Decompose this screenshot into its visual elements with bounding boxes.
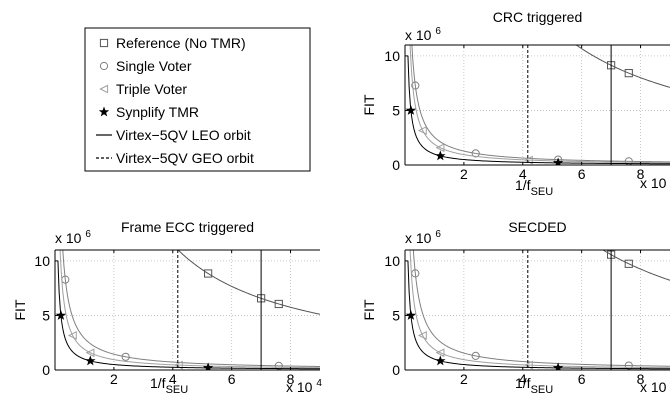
data-point-marker: [471, 351, 480, 361]
data-point-marker: [624, 69, 633, 78]
chart-title: SECDED: [508, 219, 566, 235]
data-point-marker: [624, 361, 633, 370]
data-point-marker: [435, 348, 445, 358]
chart-panel-2: 2 4 6 8 0 5 10 Frame ECC triggered x 10 6 FIT 1/fS…: [12, 219, 322, 396]
legend-entry: Single Voter: [116, 58, 192, 74]
x-tick-label: 8: [637, 371, 645, 387]
y-axis-multiplier: x 10 6: [55, 229, 91, 246]
chart-title: Frame ECC triggered: [121, 219, 254, 235]
legend-entry: Virtex−5QV GEO orbit: [116, 150, 254, 166]
x-axis-label: 1/fSEU: [515, 375, 553, 396]
data-point-marker: [85, 348, 95, 358]
x-tick-label: 6: [578, 371, 586, 387]
data-point-marker: [173, 360, 183, 370]
series-line: [59, 250, 320, 369]
data-point-marker: [274, 361, 283, 370]
x-axis-multiplier: x 10 4: [640, 174, 670, 191]
y-tick-label: 5: [392, 102, 400, 118]
data-point-marker: [471, 149, 480, 158]
x-tick-label: 8: [637, 166, 645, 182]
x-tick-label: 2: [110, 371, 118, 387]
y-axis-label: FIT: [12, 299, 28, 320]
legend: Reference (No TMR) Single Voter Triple Vot…: [84, 27, 311, 172]
legend-entry: Reference (No TMR): [116, 35, 246, 51]
y-axis-label: FIT: [361, 94, 377, 115]
y-tick-label: 5: [42, 307, 50, 323]
x-axis-label: 1/fSEU: [515, 177, 553, 198]
y-tick-label: 5: [392, 307, 400, 323]
y-tick-label: 0: [392, 362, 400, 378]
x-tick-label: 4: [169, 371, 177, 387]
data-point-marker: [411, 81, 420, 90]
x-tick-label: 6: [578, 166, 586, 182]
data-point-marker: [405, 309, 417, 320]
data-point-marker: [435, 143, 445, 153]
data-point-marker: [435, 150, 446, 161]
y-tick-label: 0: [392, 157, 400, 173]
plot-area: [405, 45, 670, 165]
legend-entry: Triple Voter: [116, 81, 187, 97]
data-point-marker: [204, 269, 213, 278]
data-point-marker: [417, 126, 427, 135]
y-tick-label: 10: [34, 253, 50, 269]
legend-marker: [98, 106, 110, 117]
y-tick-label: 10: [384, 48, 400, 64]
legend-box: [84, 27, 311, 172]
series-line: [412, 250, 670, 367]
x-tick-label: 2: [460, 371, 468, 387]
series-line: [407, 260, 670, 370]
plot-area: [55, 250, 320, 370]
data-point-marker: [417, 331, 427, 340]
data-point-marker: [624, 259, 633, 268]
data-point-marker: [523, 360, 533, 370]
x-tick-label: 4: [519, 166, 527, 182]
series-line: [177, 250, 320, 315]
chart-panel-1: 2 4 6 8 0 5 10 CRC triggered x 10 6 FIT 1/fSEU x 10…: [361, 9, 670, 198]
data-point-marker: [85, 355, 96, 366]
x-tick-label: 2: [460, 166, 468, 182]
data-point-marker: [55, 309, 67, 320]
legend-entry: Virtex−5QV LEO orbit: [116, 127, 251, 143]
x-tick-label: 6: [228, 371, 236, 387]
x-tick-label: 4: [519, 371, 527, 387]
y-tick-label: 10: [384, 253, 400, 269]
legend-marker: [99, 84, 109, 94]
data-point-marker: [67, 331, 77, 340]
x-axis-multiplier: x 10 4: [286, 378, 322, 395]
legend-marker: [99, 38, 109, 48]
series-line: [409, 250, 670, 369]
y-axis-label: FIT: [361, 299, 377, 320]
legend-entry: Synplify TMR: [116, 104, 199, 120]
chart-panel-3: 2 4 6 8 0 5 10 SECDED x 10 6 FIT 1/fSEU x 10 4: [361, 219, 670, 396]
y-tick-label: 0: [42, 362, 50, 378]
plot-area: [405, 250, 670, 370]
x-tick-label: 8: [287, 371, 295, 387]
series-line: [62, 250, 320, 367]
data-point-marker: [405, 104, 417, 115]
series-line: [407, 55, 670, 165]
legend-marker: [99, 61, 109, 71]
series-line: [409, 45, 670, 164]
data-point-marker: [274, 299, 283, 309]
series-line: [575, 45, 670, 88]
y-axis-multiplier: x 10 6: [405, 229, 441, 246]
y-axis-multiplier: x 10 6: [405, 26, 441, 43]
chart-title: CRC triggered: [493, 9, 582, 25]
data-point-marker: [121, 352, 130, 361]
data-point-marker: [435, 355, 446, 366]
series-line: [57, 260, 320, 370]
x-axis-multiplier: x 10 4: [640, 378, 670, 395]
series-line: [411, 45, 670, 163]
series-line: [602, 250, 670, 281]
x-axis-label: 1/fSEU: [150, 375, 188, 396]
data-point-marker: [523, 155, 533, 165]
